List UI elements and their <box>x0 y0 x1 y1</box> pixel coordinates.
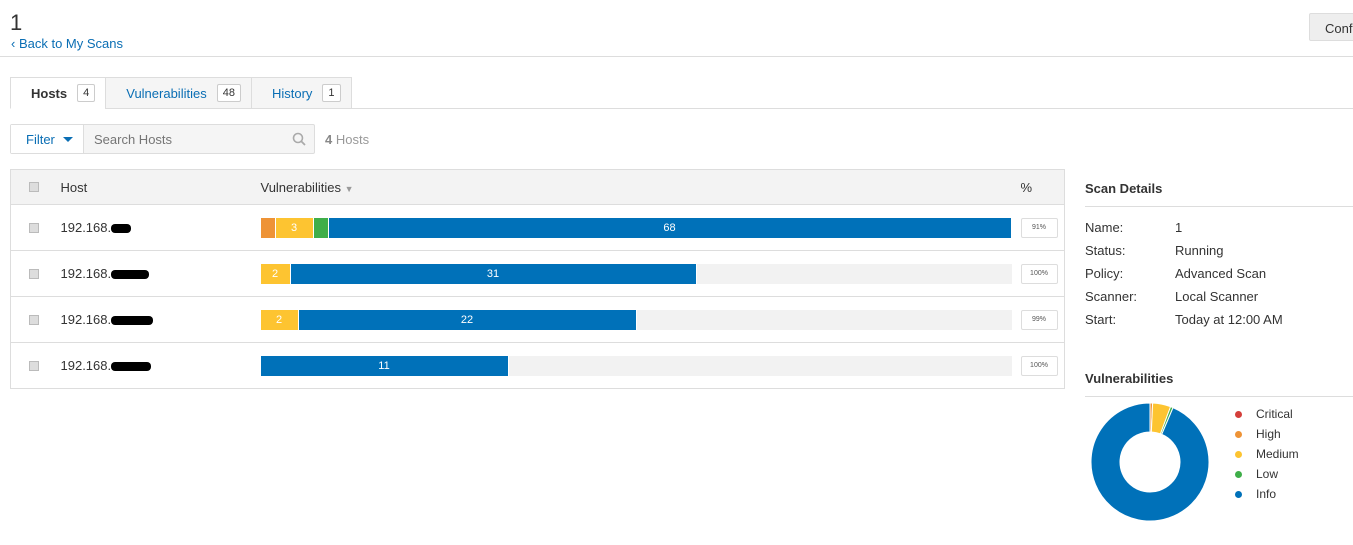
back-link[interactable]: ‹ Back to My Scans <box>11 36 123 51</box>
detail-scanner: Scanner: Local Scanner <box>1085 289 1259 304</box>
bar-medium[interactable]: 2 <box>260 263 291 284</box>
scan-details-panel: Scan Details Name: 1 Status: Running Polic… <box>1085 170 1353 397</box>
configure-button[interactable]: Conf <box>1309 13 1353 41</box>
tab-vulnerabilities[interactable]: Vulnerabilities 48 <box>105 77 252 109</box>
percent-badge: 100% <box>1020 263 1058 284</box>
bar-info[interactable]: 68 <box>328 217 1012 238</box>
search-icon[interactable] <box>284 125 314 153</box>
detail-name: Name: 1 <box>1085 220 1183 235</box>
vulnerability-bar[interactable]: 11 <box>260 355 1012 376</box>
host-ip[interactable]: 192.168. <box>60 358 112 373</box>
tab-history[interactable]: History 1 <box>250 77 352 109</box>
bar-info[interactable]: 31 <box>290 263 697 284</box>
scan-title: 1 <box>10 10 23 35</box>
redaction <box>111 362 152 372</box>
table-row[interactable]: 192.168. 3 68 91% <box>10 204 1065 251</box>
percent-badge: 100% <box>1020 355 1058 376</box>
search-input[interactable] <box>84 125 284 153</box>
row-checkbox[interactable] <box>29 222 39 233</box>
vulnerability-bar[interactable]: 3 68 <box>260 217 1012 238</box>
bar-info[interactable]: 11 <box>260 355 509 376</box>
vulnerabilities-heading: Vulnerabilities <box>1085 360 1353 397</box>
legend-critical[interactable]: Critical <box>1235 404 1299 424</box>
scan-details-heading: Scan Details <box>1085 170 1353 207</box>
dot-icon <box>1235 470 1242 478</box>
select-all-checkbox[interactable] <box>29 182 39 192</box>
row-checkbox[interactable] <box>29 360 39 371</box>
bar-high[interactable] <box>260 217 276 238</box>
bar-low[interactable] <box>313 217 329 238</box>
redaction <box>111 270 150 280</box>
count-badge: 4 <box>77 84 96 102</box>
chart-legend: Critical High Medium Low Info <box>1235 404 1299 504</box>
tab-bar: Hosts 4 Vulnerabilities 48 History 1 <box>10 77 1353 109</box>
bar-medium[interactable]: 3 <box>275 217 314 238</box>
dot-icon <box>1235 430 1242 438</box>
donut-slice-info[interactable] <box>1090 402 1210 522</box>
caret-down-icon <box>62 136 73 142</box>
legend-medium[interactable]: Medium <box>1235 444 1299 464</box>
legend-low[interactable]: Low <box>1235 464 1299 484</box>
detail-policy: Policy: Advanced Scan <box>1085 266 1267 281</box>
dot-icon <box>1235 490 1242 498</box>
hosts-table: Host Vulnerabilities ▼ % 192.168. 3 68 9… <box>10 169 1065 389</box>
divider <box>0 56 1353 57</box>
vulnerability-bar[interactable]: 2 31 <box>260 263 1012 284</box>
vulnerability-bar[interactable]: 2 22 <box>260 309 1012 330</box>
host-ip[interactable]: 192.168. <box>60 266 112 281</box>
row-checkbox[interactable] <box>29 314 39 325</box>
legend-info[interactable]: Info <box>1235 484 1299 504</box>
dot-icon <box>1235 410 1242 418</box>
table-row[interactable]: 192.168. 2 31 100% <box>10 250 1065 297</box>
percent-badge: 91% <box>1020 217 1058 238</box>
table-row[interactable]: 192.168. 2 22 99% <box>10 296 1065 343</box>
table-row[interactable]: 192.168. 11 100% <box>10 342 1065 389</box>
sort-down-icon: ▼ <box>344 183 354 194</box>
count-badge: 1 <box>322 84 341 102</box>
tab-hosts[interactable]: Hosts 4 <box>10 77 107 109</box>
percent-badge: 99% <box>1020 309 1058 330</box>
host-ip[interactable]: 192.168. <box>60 312 112 327</box>
column-host[interactable]: Host <box>60 169 261 205</box>
bar-info[interactable]: 22 <box>298 309 637 330</box>
redaction <box>111 224 132 234</box>
row-checkbox[interactable] <box>29 268 39 279</box>
legend-high[interactable]: High <box>1235 424 1299 444</box>
redaction <box>111 316 154 326</box>
chevron-left-icon: ‹ <box>11 36 19 51</box>
bar-medium[interactable]: 2 <box>260 309 299 330</box>
filter-button[interactable]: Filter <box>11 125 84 153</box>
host-ip[interactable]: 192.168. <box>60 220 112 235</box>
vulnerabilities-donut-chart[interactable] <box>1090 402 1210 522</box>
count-badge: 48 <box>216 84 241 102</box>
detail-status: Status: Running <box>1085 243 1224 258</box>
column-vulnerabilities[interactable]: Vulnerabilities ▼ <box>260 169 1021 205</box>
host-count: 4 Hosts <box>325 132 370 147</box>
dot-icon <box>1235 450 1242 458</box>
detail-start: Start: Today at 12:00 AM <box>1085 312 1283 327</box>
filter-search-bar: Filter <box>10 124 315 154</box>
column-percent[interactable]: % <box>1020 169 1065 205</box>
